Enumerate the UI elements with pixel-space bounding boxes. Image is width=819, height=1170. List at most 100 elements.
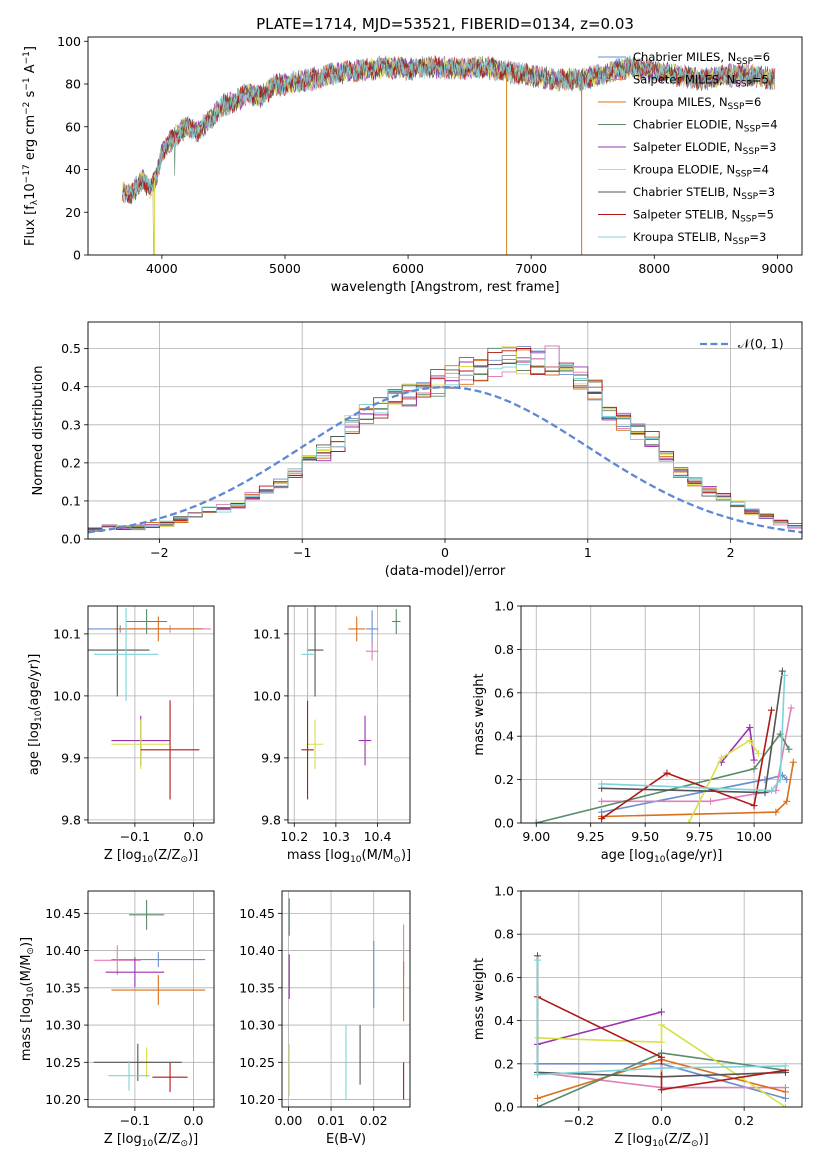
y-tick-label: 20 <box>65 205 81 220</box>
y-axis-label: Normed distribution <box>31 366 46 496</box>
panel-residuals: −2 −1 0 1 2 0.0 0.1 0.2 0.3 0.4 0.5 𝒩(0, 1) (data-mo… <box>31 321 803 579</box>
y-tick-label: 0 <box>73 248 81 263</box>
y-tick-label: 0.3 <box>61 417 81 432</box>
panel-spectrum: 4000 5000 6000 7000 8000 9000 0 20 40 60 80 100 PLAT… <box>22 15 803 295</box>
x-tick-label: −2 <box>150 545 168 560</box>
label-part: λ <box>30 199 40 205</box>
weight-series-chabrier_stelib <box>601 670 784 794</box>
label-part: ⊙ <box>26 947 36 955</box>
y-tick-label: 10.30 <box>45 1018 81 1033</box>
label-part: (age/yr)] <box>27 654 42 711</box>
axes-frame <box>87 36 803 256</box>
label-part: 10 <box>23 183 38 200</box>
label-part: Chabrier ELODIE, N <box>633 118 744 132</box>
x-tick-label: 10.3 <box>322 829 350 844</box>
y-tick-label: 10.0 <box>53 688 81 703</box>
label-part: Chabrier MILES, N <box>633 50 736 64</box>
panel-age-vs-mass: 10.2 10.3 10.4 9.8 9.9 10.0 10.1 mass [log10(M/… <box>253 605 411 865</box>
label-part: SSP <box>733 237 750 247</box>
label-part: Salpeter STELIB, N <box>633 208 740 222</box>
y-tick-label: 10.25 <box>239 1055 275 1070</box>
label-part: Kroupa MILES, N <box>633 95 728 109</box>
y-tick-label: 10.0 <box>253 688 281 703</box>
y-tick-label: 9.9 <box>261 750 281 765</box>
x-axis-label: Z [log10(Z/Z⊙)] <box>104 848 198 865</box>
y-tick-label: 40 <box>65 162 81 177</box>
y-tick-label: 9.8 <box>61 812 81 827</box>
x-axis-label: age [log10(age/yr)] <box>601 848 723 865</box>
legend-entry: Kroupa STELIB, NSSP=3 <box>633 230 766 247</box>
y-tick-label: 0.4 <box>494 729 514 744</box>
weight-series-chabrier_miles <box>601 774 788 813</box>
plot-area <box>88 606 212 800</box>
label-part: Salpeter MILES, N <box>633 73 735 87</box>
label-part: s <box>23 90 38 101</box>
legend-entry: Chabrier MILES, NSSP=6 <box>633 50 770 67</box>
y-axis-label: mass weight <box>472 958 487 1040</box>
label-part: Flux [f <box>23 205 38 246</box>
label-part: Z [log <box>104 848 142 863</box>
label-part: SSP <box>728 102 745 112</box>
y-tick-label: 0.8 <box>494 642 514 657</box>
y-tick-label: 100 <box>57 34 81 49</box>
label-part: SSP <box>744 125 761 135</box>
x-tick-label: 9.50 <box>631 829 659 844</box>
label-part: )] <box>188 1132 198 1147</box>
x-tick-label: 8000 <box>638 261 670 276</box>
label-part: Z [log <box>614 1132 652 1147</box>
legend-entry: Salpeter STELIB, NSSP=5 <box>633 208 774 225</box>
label-part: SSP <box>741 192 758 202</box>
y-axis-label: mass [log10(M/M⊙)] <box>19 937 36 1061</box>
label-part: 4 <box>770 118 777 132</box>
label-part: −1 <box>22 51 32 64</box>
y-tick-label: 0.4 <box>61 379 81 394</box>
x-tick-label: 0.02 <box>360 1113 388 1128</box>
x-tick-label: 9.25 <box>577 829 605 844</box>
label-part: = <box>753 50 763 64</box>
label-part: ⊙ <box>180 855 188 865</box>
y-tick-label: 9.8 <box>261 812 281 827</box>
label-part: = <box>752 163 762 177</box>
x-tick-label: 0.2 <box>734 1113 754 1128</box>
label-part: = <box>752 73 762 87</box>
y-tick-label: 0.8 <box>494 927 514 942</box>
spectrum-salpeter_stelib <box>122 55 776 204</box>
y-tick-label: 10.40 <box>45 943 81 958</box>
legend-entry: Salpeter MILES, NSSP=5 <box>633 73 769 90</box>
plot-area <box>534 952 789 1107</box>
x-tick-label: −0.1 <box>120 1113 150 1128</box>
axes-frame <box>287 605 411 824</box>
label-part: ⊙ <box>393 855 401 865</box>
y-tick-label: 9.9 <box>61 750 81 765</box>
y-tick-label: 0.1 <box>61 493 81 508</box>
x-tick-label: 0.0 <box>184 1113 204 1128</box>
y-tick-label: 0.5 <box>61 341 81 356</box>
x-tick-label: 1 <box>584 545 592 560</box>
x-tick-label: 10.00 <box>736 829 772 844</box>
label-part: )] <box>401 848 411 863</box>
label-part: wavelength [Angstrom, rest frame] <box>331 280 560 295</box>
y-tick-label: 0.6 <box>494 970 514 985</box>
y-tick-label: 10.45 <box>45 906 81 921</box>
axes-frame <box>281 890 411 1108</box>
y-tick-label: 0.2 <box>494 1056 514 1071</box>
axes-frame <box>87 605 215 824</box>
label-part: = <box>761 118 771 132</box>
label-part: 5 <box>767 208 774 222</box>
label-part: ⊙ <box>180 1139 188 1149</box>
y-axis-label: Flux [fλ10−17 erg cm−2 s−1 A−1] <box>22 46 40 246</box>
axes-frame <box>87 321 803 540</box>
label-part: Kroupa STELIB, N <box>633 230 733 244</box>
label-part: Z [log <box>104 1132 142 1147</box>
x-tick-label: 9.00 <box>522 829 550 844</box>
label-part: (age/yr)] <box>665 848 722 863</box>
panel-mass-vs-ebv: 0.00 0.01 0.02 10.20 10.25 10.30 10.35 10.40 10.… <box>239 890 411 1147</box>
label-part: )] <box>19 937 34 947</box>
label-part: (data-model)/error <box>385 564 506 579</box>
weight-series-kroupa_miles <box>601 762 795 818</box>
label-part: = <box>757 208 767 222</box>
label-part: )] <box>188 848 198 863</box>
weight-series-salpeter_stelib <box>537 996 786 1091</box>
y-tick-label: 0.4 <box>494 1013 514 1028</box>
y-tick-label: 10.1 <box>253 626 281 641</box>
